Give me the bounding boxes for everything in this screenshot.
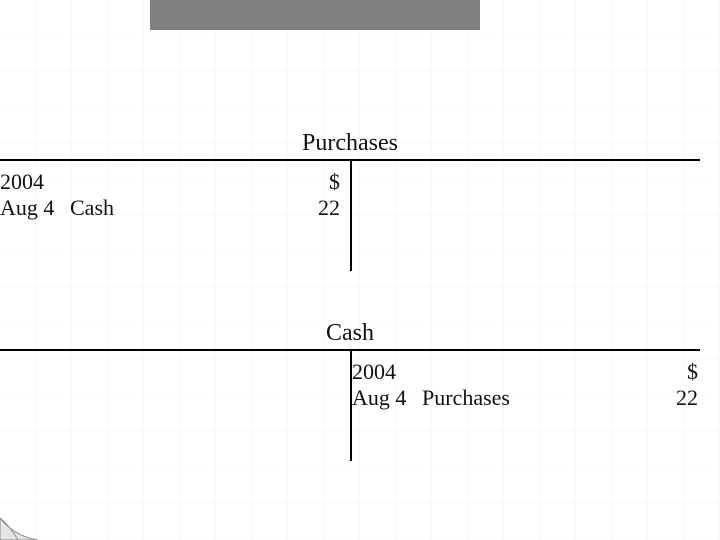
entry-desc: Cash [70,169,240,222]
entry-amount: 22 [676,385,698,411]
entry-day: Aug 4 [352,385,422,411]
debit-entry: 2004 Aug 4 Cash [0,169,240,222]
entry-date: 2004 Aug 4 [352,359,422,412]
entry-year: 2004 [0,169,70,195]
entry-currency: $ [687,359,698,385]
credit-amount: $ 22 [658,359,698,412]
account-title-purchases: Purchases [0,130,700,157]
entry-date: 2004 Aug 4 [0,169,70,222]
account-body: 2004 Aug 4 Cash $ 22 [0,161,700,271]
slide-content: Purchases 2004 Aug 4 Cash $ 22 [0,0,720,540]
account-title-cash: Cash [0,320,700,347]
t-account-cash: Cash 2004 Aug 4 Purchases $ 22 [0,320,700,461]
page-curl-icon [0,512,38,540]
entry-year: 2004 [352,359,422,385]
entry-amount: 22 [318,195,340,221]
entry-desc-text: Purchases [422,385,592,411]
credit-entry: 2004 Aug 4 Purchases [352,359,592,412]
t-account-purchases: Purchases 2004 Aug 4 Cash $ 22 [0,130,700,271]
entry-desc: Purchases [422,359,592,412]
account-center-line [350,161,352,271]
entry-currency: $ [329,169,340,195]
entry-day: Aug 4 [0,195,70,221]
account-body: 2004 Aug 4 Purchases $ 22 [0,351,700,461]
debit-amount: $ 22 [300,169,340,222]
entry-desc-text: Cash [70,195,240,221]
